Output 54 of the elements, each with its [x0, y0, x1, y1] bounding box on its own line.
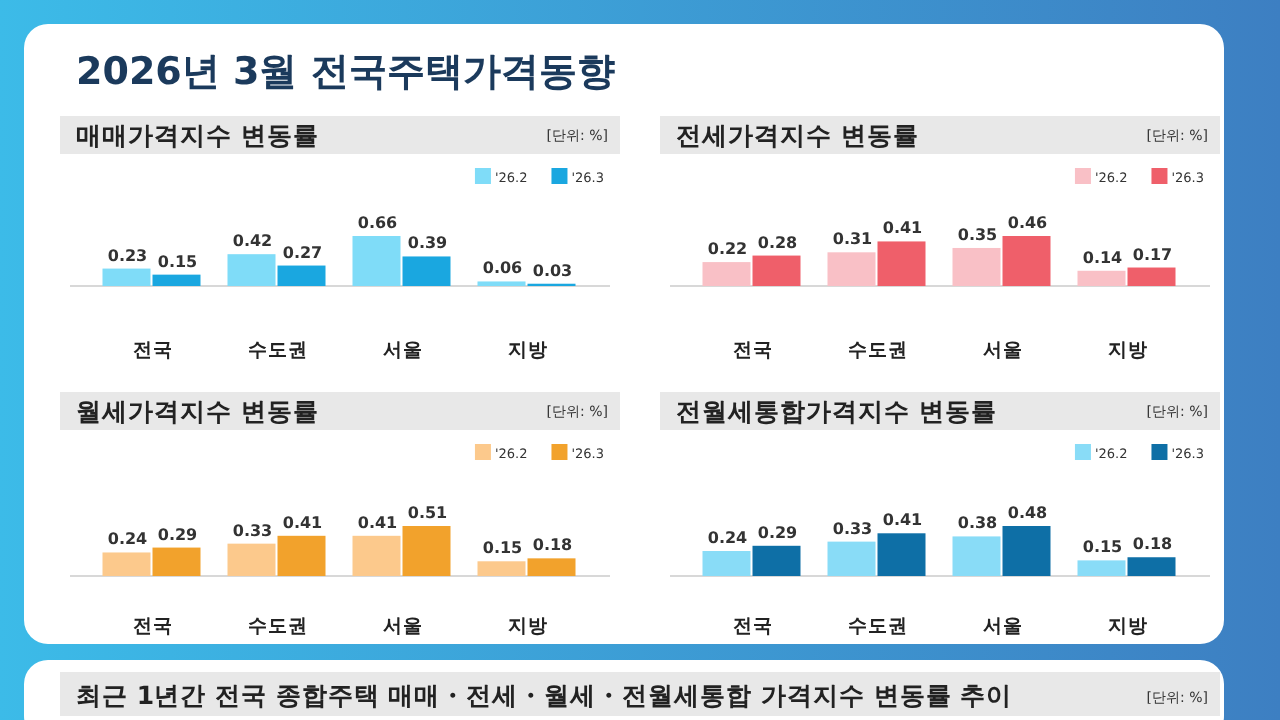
data-label: 0.46	[1007, 214, 1049, 232]
data-label: 0.15	[157, 252, 199, 271]
x-tick-label: 수도권	[847, 340, 908, 362]
x-tick-label: 지방	[1107, 340, 1148, 362]
data-label: 0.18	[532, 536, 574, 555]
data-label: 0.06	[482, 259, 524, 278]
data-label: 0.48	[1007, 504, 1049, 522]
data-label: 0.28	[757, 233, 799, 252]
data-label: 0.38	[957, 514, 999, 533]
data-label: 0.22	[707, 240, 748, 259]
data-label: 0.33	[832, 519, 873, 538]
x-tick-label: 전국	[132, 340, 173, 362]
data-label: 0.35	[957, 225, 999, 244]
x-tick-label: 수도권	[247, 616, 308, 638]
x-tick-label: 서울	[982, 340, 1023, 362]
x-tick-label: 수도권	[247, 340, 308, 362]
x-tick-label: 수도권	[847, 616, 908, 638]
x-tick-label: 전국	[732, 340, 773, 362]
x-tick-label: 서울	[382, 340, 423, 362]
data-label: 0.14	[1082, 248, 1124, 267]
x-tick-label: 지방	[1107, 616, 1148, 638]
data-label: 0.51	[407, 504, 449, 522]
data-label: 0.41	[357, 513, 399, 532]
text: 최근 1년간 전국 종합주택 매매・전세・월세・전월세통합 가격지수 변동률 추이	[76, 680, 1013, 710]
data-label: 0.31	[832, 230, 874, 249]
data-label: 0.29	[157, 525, 199, 544]
data-label: 0.24	[707, 529, 749, 547]
x-tick-label: 전국	[732, 616, 773, 638]
data-label: 0.41	[882, 511, 924, 530]
data-label: 0.41	[882, 219, 924, 238]
data-label: 0.33	[232, 521, 273, 540]
data-label: 0.18	[1132, 535, 1174, 554]
data-label: 0.03	[532, 261, 573, 280]
text: 2026년 3월 전국주택가격동향	[76, 50, 615, 94]
data-label: 0.42	[232, 232, 273, 251]
x-tick-label: 지방	[507, 340, 548, 362]
chart-title: 월세가격지수 변동률	[76, 396, 319, 426]
data-label: 0.24	[107, 530, 149, 549]
data-label: 0.15	[482, 539, 524, 558]
chart-title: 전세가격지수 변동률	[676, 120, 919, 150]
x-tick-label: 서울	[382, 616, 423, 638]
data-label: 0.23	[107, 246, 148, 265]
data-label: 0.29	[757, 523, 799, 542]
x-tick-label: 지방	[507, 616, 548, 638]
data-label: 0.66	[357, 214, 399, 232]
data-label: 0.15	[1082, 538, 1124, 557]
x-tick-label: 전국	[132, 616, 173, 638]
chart-title: 매매가격지수 변동률	[76, 120, 319, 150]
data-label: 0.41	[282, 513, 324, 532]
data-label: 0.27	[282, 243, 323, 262]
data-label: 0.39	[407, 234, 449, 253]
chart-title: 전월세통합가격지수 변동률	[676, 396, 997, 426]
x-tick-label: 서울	[982, 616, 1023, 638]
data-label: 0.17	[1132, 245, 1173, 264]
